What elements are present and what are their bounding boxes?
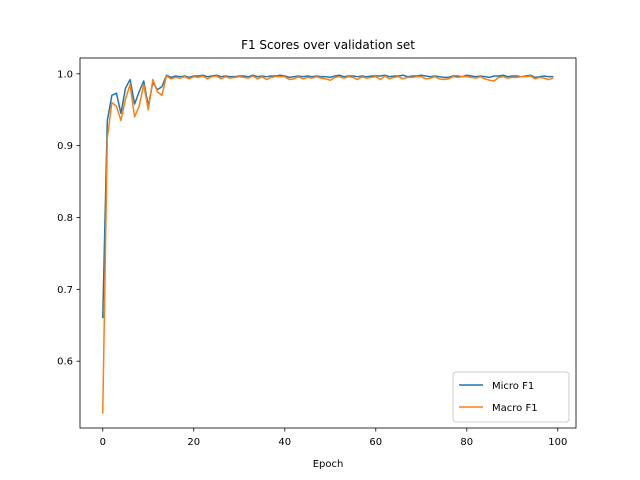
x-tick-label: 40: [278, 437, 291, 448]
y-tick-label: 0.6: [57, 357, 73, 368]
legend-label-micro-f1: Micro F1: [492, 381, 534, 392]
x-tick-label: 0: [100, 437, 106, 448]
legend: Micro F1 Macro F1: [452, 371, 570, 423]
x-axis: 0 20 40 60 80 100: [100, 428, 567, 448]
plot-frame: [79, 57, 577, 429]
series-line-macro-f1: [102, 75, 554, 414]
legend-frame: [452, 371, 570, 423]
x-tick-label: 80: [460, 437, 473, 448]
y-tick-label: 1.0: [57, 69, 73, 80]
legend-label-macro-f1: Macro F1: [492, 403, 538, 414]
chart-title: F1 Scores over validation set: [241, 38, 415, 52]
y-axis: 0.6 0.7 0.8 0.9 1.0: [57, 69, 80, 368]
x-axis-label: Epoch: [313, 459, 344, 470]
x-tick-label: 20: [187, 437, 200, 448]
series-line-micro-f1: [102, 74, 554, 319]
series-layer: [102, 74, 554, 414]
y-tick-label: 0.7: [57, 285, 73, 296]
y-tick-label: 0.8: [57, 213, 73, 224]
x-tick-label: 60: [369, 437, 382, 448]
y-tick-label: 0.9: [57, 141, 73, 152]
x-tick-label: 100: [548, 437, 567, 448]
